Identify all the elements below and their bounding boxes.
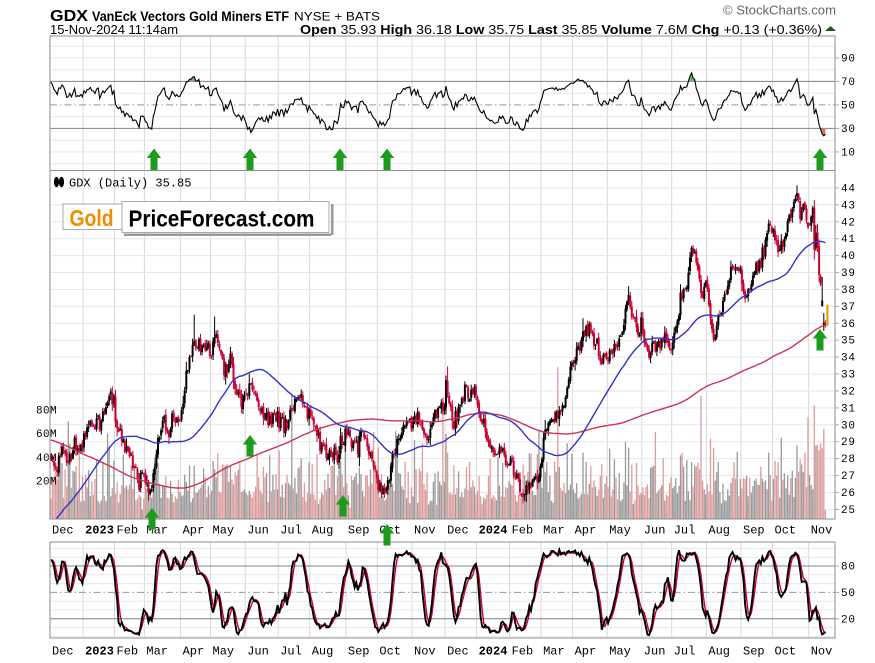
svg-text:Jul: Jul bbox=[280, 645, 302, 659]
svg-text:Nov: Nov bbox=[811, 524, 833, 538]
svg-text:May: May bbox=[609, 524, 631, 538]
svg-text:31: 31 bbox=[841, 403, 856, 415]
svg-text:PriceForecast.com: PriceForecast.com bbox=[129, 206, 315, 232]
svg-text:60M: 60M bbox=[36, 429, 57, 441]
svg-text:Mar: Mar bbox=[146, 645, 168, 659]
svg-text:30: 30 bbox=[841, 124, 856, 136]
svg-text:40M: 40M bbox=[36, 453, 57, 465]
svg-text:Aug: Aug bbox=[312, 645, 334, 659]
svg-text:35: 35 bbox=[841, 336, 856, 348]
svg-text:Gold: Gold bbox=[70, 205, 114, 231]
svg-text:38: 38 bbox=[841, 285, 856, 297]
svg-text:Jun: Jun bbox=[644, 645, 666, 659]
svg-text:Dec: Dec bbox=[52, 524, 74, 538]
svg-text:Aug: Aug bbox=[312, 524, 334, 538]
svg-text:50: 50 bbox=[841, 588, 856, 600]
svg-text:Apr: Apr bbox=[575, 524, 597, 538]
svg-text:GDX: GDX bbox=[50, 8, 88, 25]
svg-text:2024: 2024 bbox=[479, 524, 508, 538]
svg-text:Jul: Jul bbox=[674, 524, 696, 538]
svg-text:Jul: Jul bbox=[674, 645, 696, 659]
svg-text:Open 35.93 High 36.18 Low 35.7: Open 35.93 High 36.18 Low 35.75 Last 35.… bbox=[300, 22, 822, 37]
svg-text:Jun: Jun bbox=[644, 524, 666, 538]
svg-text:Mar: Mar bbox=[543, 645, 565, 659]
svg-text:Dec: Dec bbox=[52, 645, 74, 659]
svg-text:20M: 20M bbox=[36, 477, 57, 489]
svg-text:26: 26 bbox=[841, 488, 856, 500]
svg-text:Sep: Sep bbox=[743, 524, 765, 538]
svg-text:Mar: Mar bbox=[543, 524, 565, 538]
svg-text:Apr: Apr bbox=[183, 524, 205, 538]
svg-text:80M: 80M bbox=[36, 406, 57, 418]
svg-text:Jun: Jun bbox=[247, 524, 269, 538]
svg-text:Sep: Sep bbox=[743, 645, 765, 659]
svg-text:NYSE + BATS: NYSE + BATS bbox=[294, 10, 380, 24]
svg-text:Feb: Feb bbox=[512, 524, 534, 538]
svg-text:36: 36 bbox=[841, 319, 856, 331]
svg-text:Oct: Oct bbox=[379, 645, 401, 659]
svg-text:10: 10 bbox=[841, 147, 856, 159]
svg-text:41: 41 bbox=[841, 234, 856, 246]
svg-text:Oct: Oct bbox=[775, 645, 797, 659]
svg-text:Apr: Apr bbox=[575, 645, 597, 659]
svg-text:25: 25 bbox=[841, 505, 856, 517]
svg-text:32: 32 bbox=[841, 387, 856, 399]
svg-text:Feb: Feb bbox=[512, 645, 534, 659]
svg-text:Sep: Sep bbox=[348, 645, 370, 659]
svg-text:VanEck Vectors Gold Miners ETF: VanEck Vectors Gold Miners ETF bbox=[92, 9, 289, 24]
svg-text:Aug: Aug bbox=[708, 524, 730, 538]
svg-text:Dec: Dec bbox=[447, 524, 469, 538]
svg-text:30: 30 bbox=[841, 420, 856, 432]
svg-text:Aug: Aug bbox=[708, 645, 730, 659]
svg-text:Jul: Jul bbox=[280, 524, 302, 538]
svg-text:Apr: Apr bbox=[183, 645, 205, 659]
svg-text:37: 37 bbox=[841, 302, 856, 314]
svg-text:90: 90 bbox=[841, 53, 856, 65]
svg-text:44: 44 bbox=[841, 183, 856, 195]
svg-text:May: May bbox=[213, 524, 235, 538]
svg-text:2023: 2023 bbox=[85, 524, 114, 538]
svg-text:Nov: Nov bbox=[811, 645, 833, 659]
svg-text:43: 43 bbox=[841, 200, 856, 212]
svg-text:Sep: Sep bbox=[348, 524, 370, 538]
svg-text:May: May bbox=[609, 645, 631, 659]
svg-text:2023: 2023 bbox=[85, 645, 114, 659]
svg-text:2024: 2024 bbox=[479, 645, 508, 659]
svg-text:15-Nov-2024 11:14am: 15-Nov-2024 11:14am bbox=[50, 23, 178, 37]
svg-text:20: 20 bbox=[841, 614, 856, 626]
svg-text:80: 80 bbox=[841, 562, 856, 574]
svg-text:Nov: Nov bbox=[414, 645, 436, 659]
svg-text:40: 40 bbox=[841, 251, 856, 263]
svg-text:Feb: Feb bbox=[117, 524, 139, 538]
svg-text:39: 39 bbox=[841, 268, 856, 280]
svg-text:GDX (Daily) 35.85: GDX (Daily) 35.85 bbox=[69, 177, 191, 191]
svg-text:Dec: Dec bbox=[447, 645, 469, 659]
svg-text:29: 29 bbox=[841, 437, 856, 449]
svg-text:Nov: Nov bbox=[414, 524, 436, 538]
svg-text:© StockCharts.com: © StockCharts.com bbox=[723, 4, 836, 18]
svg-text:42: 42 bbox=[841, 217, 856, 229]
svg-text:50: 50 bbox=[841, 100, 856, 112]
svg-text:Oct: Oct bbox=[775, 524, 797, 538]
svg-text:34: 34 bbox=[841, 353, 856, 365]
svg-text:28: 28 bbox=[841, 454, 856, 466]
svg-text:May: May bbox=[213, 645, 235, 659]
svg-text:Jun: Jun bbox=[247, 645, 269, 659]
svg-text:70: 70 bbox=[841, 77, 856, 89]
svg-text:27: 27 bbox=[841, 471, 856, 483]
svg-text:33: 33 bbox=[841, 370, 856, 382]
svg-text:Feb: Feb bbox=[117, 645, 139, 659]
